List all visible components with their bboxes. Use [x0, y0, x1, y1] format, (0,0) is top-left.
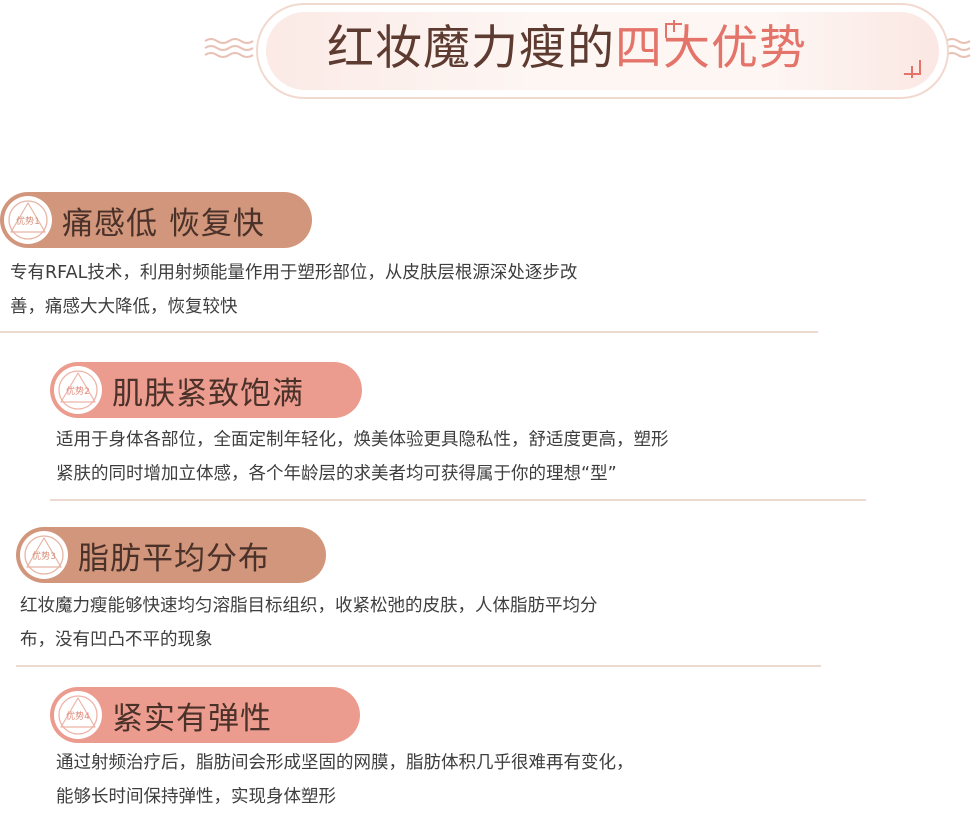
- section-2-line-2: 紧肤的同时增加立体感，各个年龄层的求美者均可获得属于你的理想“型”: [56, 464, 617, 484]
- section-1-divider: [0, 331, 818, 333]
- section-3-header: 优势3 脂肪平均分布: [16, 527, 326, 583]
- section-2-badge-label: 优势2: [66, 387, 90, 397]
- section-4-title: 紧实有弹性: [112, 700, 272, 737]
- title-banner-inner: [266, 12, 939, 90]
- section-4-badge-label: 优势4: [66, 712, 90, 722]
- section-1-badge: 优势1: [4, 196, 52, 244]
- section-2-badge: 优势2: [54, 366, 102, 414]
- section-4-description: 通过射频治疗后，脂肪间会形成坚固的网膜，脂肪体积几乎很难再有变化， 能够长时间保…: [56, 746, 634, 814]
- title-banner: [256, 3, 949, 99]
- badge-ring-icon: [58, 370, 98, 410]
- badge-ring-icon: [58, 695, 98, 735]
- badge-ring-icon: [8, 200, 48, 240]
- corner-bracket-top-icon: [665, 20, 682, 38]
- section-3-title: 脂肪平均分布: [78, 540, 270, 577]
- section-3-badge-label: 优势3: [32, 552, 56, 562]
- section-4-line-2: 能够长时间保持弹性，实现身体塑形: [56, 787, 336, 807]
- section-2-header: 优势2 肌肤紧致饱满: [50, 362, 362, 418]
- section-3-line-1: 红妆魔力瘦能够快速均匀溶脂目标组织，收紧松弛的皮肤，人体脂肪平均分: [20, 596, 598, 616]
- section-4-header: 优势4 紧实有弹性: [50, 687, 360, 743]
- page-title: 红妆魔力瘦的四大优势: [327, 14, 807, 84]
- section-2-line-1: 适用于身体各部位，全面定制年轻化，焕美体验更具隐私性，舒适度更高，塑形: [56, 430, 669, 450]
- wave-decoration-left: [204, 38, 254, 58]
- page-title-accent: 四大优势: [615, 21, 807, 76]
- section-2-title: 肌肤紧致饱满: [112, 375, 304, 412]
- section-4-line-1: 通过射频治疗后，脂肪间会形成坚固的网膜，脂肪体积几乎很难再有变化，: [56, 753, 634, 773]
- section-1-badge-label: 优势1: [16, 217, 40, 227]
- section-3-description: 红妆魔力瘦能够快速均匀溶脂目标组织，收紧松弛的皮肤，人体脂肪平均分 布，没有凹凸…: [20, 589, 598, 657]
- section-1-description: 专有RFAL技术，利用射频能量作用于塑形部位，从皮肤层根源深处逐步改 善，痛感大…: [10, 256, 577, 324]
- section-1-line-2: 善，痛感大大降低，恢复较快: [10, 297, 238, 317]
- section-1-header: 优势1 痛感低 恢复快: [0, 192, 312, 248]
- corner-bracket-bottom-icon: [904, 60, 921, 78]
- section-3-divider: [16, 665, 821, 667]
- section-4-badge: 优势4: [54, 691, 102, 739]
- section-1-title: 痛感低 恢复快: [62, 205, 265, 242]
- section-1-line-1: 专有RFAL技术，利用射频能量作用于塑形部位，从皮肤层根源深处逐步改: [10, 263, 578, 283]
- badge-ring-icon: [24, 535, 64, 575]
- page-title-main: 红妆魔力瘦的: [327, 21, 615, 76]
- section-3-line-2: 布，没有凹凸不平的现象: [20, 630, 213, 650]
- section-2-divider: [50, 499, 866, 501]
- section-2-description: 适用于身体各部位，全面定制年轻化，焕美体验更具隐私性，舒适度更高，塑形 紧肤的同…: [56, 423, 669, 491]
- section-3-badge: 优势3: [20, 531, 68, 579]
